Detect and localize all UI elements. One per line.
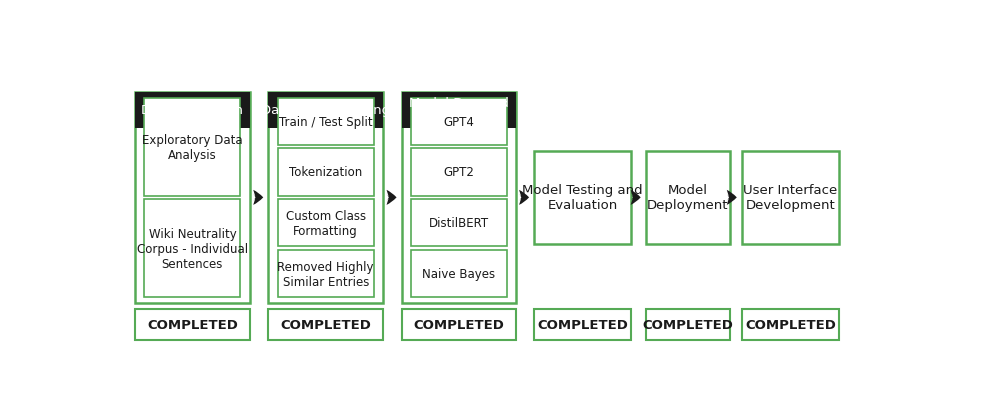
Bar <box>646 310 730 340</box>
Text: Custom Class
Formatting: Custom Class Formatting <box>286 209 366 237</box>
Bar <box>742 152 839 244</box>
Bar <box>534 152 631 244</box>
Bar <box>278 99 374 146</box>
Text: COMPLETED: COMPLETED <box>642 319 733 332</box>
Text: Train / Test Split: Train / Test Split <box>279 115 373 128</box>
Bar <box>144 99 240 196</box>
Text: COMPLETED: COMPLETED <box>414 319 504 332</box>
Bar <box>534 310 631 340</box>
Text: GPT4: GPT4 <box>444 115 474 128</box>
Text: Model
Deployment: Model Deployment <box>647 184 728 212</box>
Bar <box>268 93 383 128</box>
Text: Data Preprocessing: Data Preprocessing <box>261 104 390 117</box>
Text: Model Testing and
Evaluation: Model Testing and Evaluation <box>522 184 643 212</box>
Text: Wiki Neutrality
Corpus - Individual
Sentences: Wiki Neutrality Corpus - Individual Sent… <box>137 227 248 270</box>
Bar <box>268 310 383 340</box>
Text: Model Dev and
Training: Model Dev and Training <box>409 97 509 125</box>
Bar <box>402 93 516 303</box>
Bar <box>135 310 250 340</box>
Bar <box>268 93 383 303</box>
Text: GPT2: GPT2 <box>444 166 474 179</box>
Bar <box>411 250 507 297</box>
Bar <box>135 93 250 303</box>
Bar <box>411 149 507 196</box>
Bar <box>742 310 839 340</box>
Text: Exploratory Data
Analysis: Exploratory Data Analysis <box>142 133 243 161</box>
Text: COMPLETED: COMPLETED <box>280 319 371 332</box>
Text: Naive Bayes: Naive Bayes <box>422 267 496 280</box>
Bar <box>411 99 507 146</box>
Bar <box>402 93 516 128</box>
Bar <box>278 250 374 297</box>
Bar <box>646 152 730 244</box>
Bar <box>411 200 507 247</box>
Bar <box>144 200 240 297</box>
Text: COMPLETED: COMPLETED <box>745 319 836 332</box>
Text: COMPLETED: COMPLETED <box>537 319 628 332</box>
Text: User Interface
Development: User Interface Development <box>743 184 837 212</box>
Text: Removed Highly
Similar Entries: Removed Highly Similar Entries <box>277 260 374 288</box>
Text: Tokenization: Tokenization <box>289 166 362 179</box>
Bar <box>278 200 374 247</box>
Bar <box>278 149 374 196</box>
Text: COMPLETED: COMPLETED <box>147 319 238 332</box>
Bar <box>402 310 516 340</box>
Bar <box>135 93 250 128</box>
Text: Data Collection: Data Collection <box>141 104 243 117</box>
Text: DistilBERT: DistilBERT <box>429 217 489 230</box>
